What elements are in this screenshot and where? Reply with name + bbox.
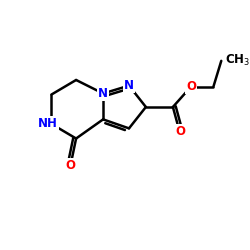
Text: O: O xyxy=(176,125,186,138)
Text: NH: NH xyxy=(38,117,58,130)
Text: N: N xyxy=(124,79,134,92)
Text: N: N xyxy=(98,87,108,100)
Text: O: O xyxy=(66,159,76,172)
Text: CH$_3$: CH$_3$ xyxy=(225,53,250,68)
Text: O: O xyxy=(186,80,196,93)
